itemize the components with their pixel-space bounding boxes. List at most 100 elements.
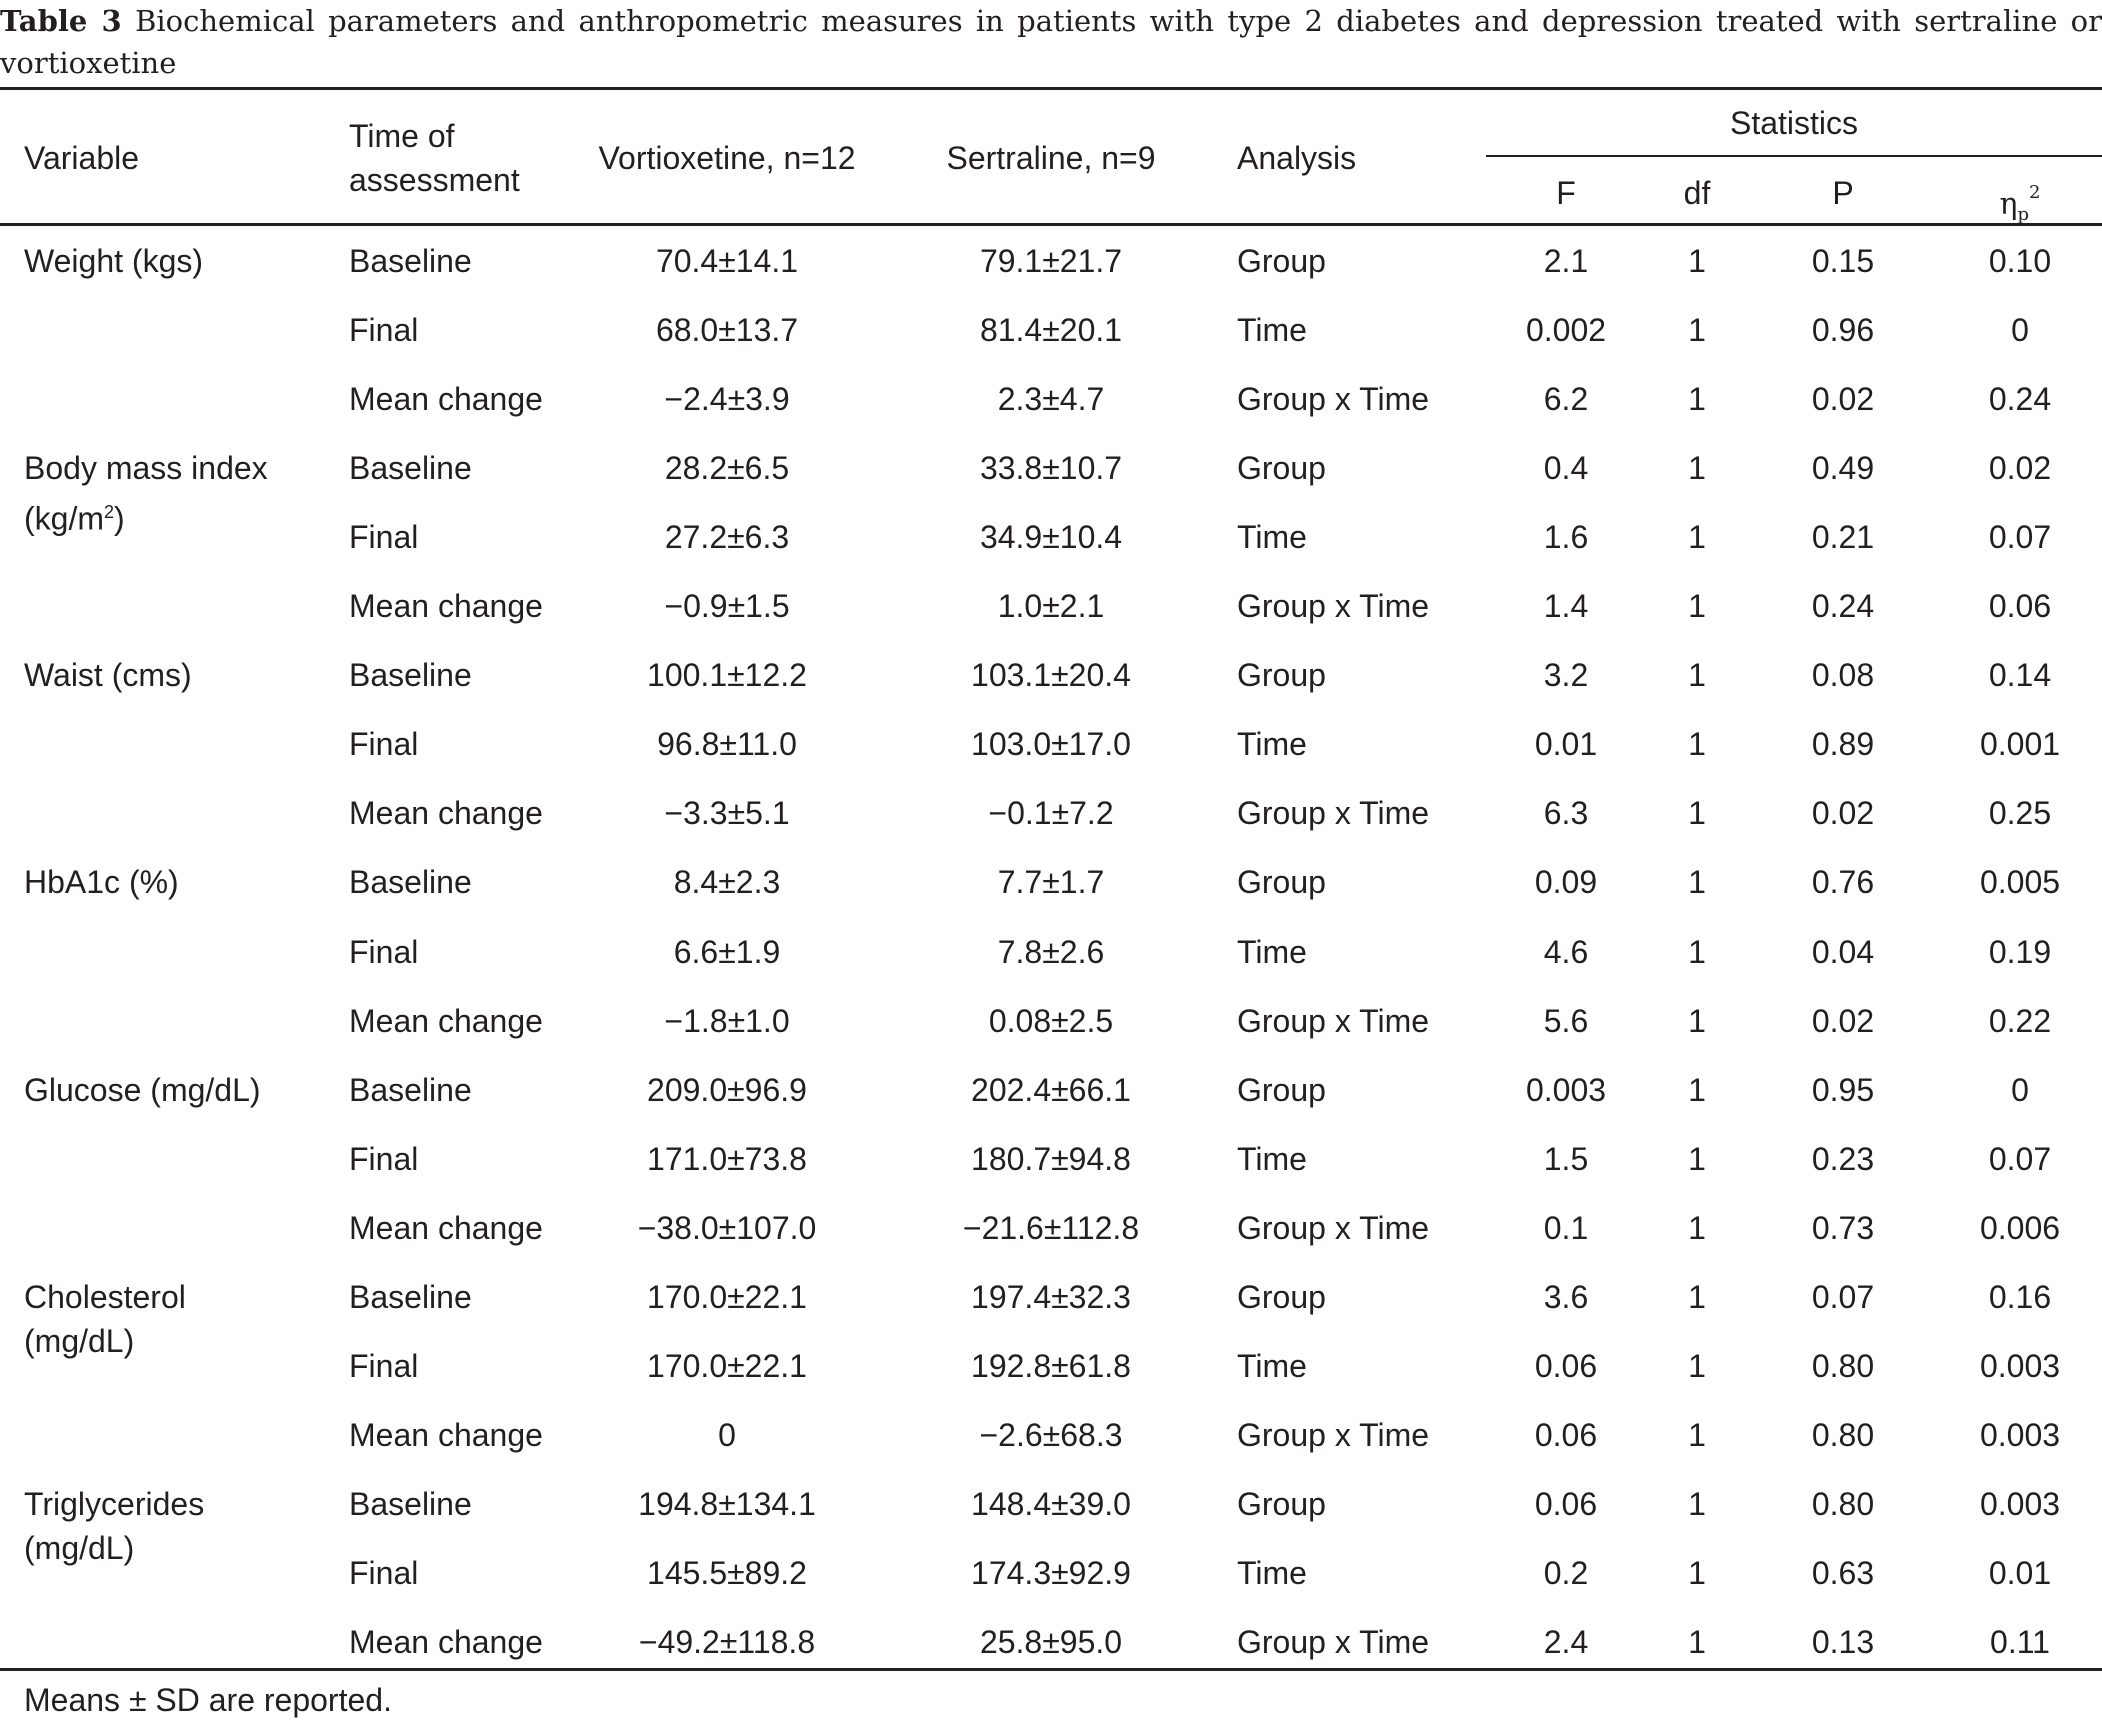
time-cell: Baseline [349,657,472,694]
analysis-cell: Group x Time [1237,795,1430,832]
df-cell: 1 [1688,1140,1706,1177]
f-cell: 0.2 [1543,1554,1589,1591]
analysis-cell: Group [1237,1071,1326,1108]
sertraline-cell: 25.8±95.0 [979,1624,1123,1660]
df-cell: 1 [1688,312,1706,349]
eta-cell: 0.006 [1979,1209,2061,1246]
p-cell: 0.08 [1811,657,1875,694]
unit-tail: ) [114,500,125,537]
sertraline-cell: 79.1±21.7 [979,243,1123,279]
variable-label: Triglycerides [24,1482,204,1526]
eta-cell: 0.25 [1988,795,2052,832]
time-cell: Mean change [349,381,543,418]
sertraline-cell: 33.8±10.7 [979,450,1123,487]
df-cell: 1 [1688,726,1706,763]
sertraline-cell: 2.3±4.7 [997,381,1105,418]
p-cell: 0.89 [1811,726,1875,763]
sertraline-cell: 148.4±39.0 [971,1485,1131,1522]
f-cell: 0.1 [1543,1209,1589,1246]
header-variable: Variable [24,140,140,176]
df-cell: 1 [1688,1624,1706,1660]
vortioxetine-cell: 100.1±12.2 [647,657,807,694]
p-cell: 0.02 [1811,1002,1875,1039]
time-cell: Final [349,1554,419,1591]
eta-cell: 0.001 [1979,726,2061,763]
sertraline-cell: 0.08±2.5 [988,1002,1114,1039]
p-cell: 0.96 [1811,312,1875,349]
variable-label: HbA1c (%) [24,860,179,904]
time-cell: Mean change [349,1002,543,1039]
vortioxetine-cell: 0 [718,1416,736,1453]
p-cell: 0.15 [1811,243,1875,279]
f-cell: 2.1 [1543,243,1589,279]
f-cell: 0.01 [1534,726,1598,763]
time-cell: Final [349,519,419,556]
df-cell: 1 [1688,1554,1706,1591]
f-cell: 0.06 [1534,1416,1598,1453]
eta-symbol: η [1999,187,2018,222]
sertraline-cell: 103.1±20.4 [971,657,1131,694]
sertraline-cell: −0.1±7.2 [988,795,1114,832]
sertraline-cell: 180.7±94.8 [971,1140,1131,1177]
sertraline-cell: 202.4±66.1 [971,1071,1131,1108]
f-cell: 0.003 [1525,1071,1607,1108]
f-cell: 0.09 [1534,864,1598,901]
analysis-cell: Group x Time [1237,1416,1430,1453]
header-analysis: Analysis [1237,140,1357,176]
table-caption: Table 3 Biochemical parameters and anthr… [0,0,2102,84]
variable-label: Body mass index [24,446,268,490]
header-partial-eta-squared: ηp2 [2000,171,2041,237]
time-cell: Mean change [349,1209,543,1246]
table-footnote: Means ± SD are reported. [24,1682,392,1718]
eta-superscript: 2 [2029,182,2041,203]
analysis-cell: Group [1237,450,1326,487]
analysis-cell: Time [1237,726,1307,763]
header-vortioxetine: Vortioxetine, n=12 [598,140,856,176]
eta-cell: 0.003 [1979,1347,2061,1384]
p-cell: 0.73 [1811,1209,1875,1246]
p-cell: 0.49 [1811,450,1875,487]
time-cell: Baseline [349,1485,472,1522]
vortioxetine-cell: −49.2±118.8 [638,1624,816,1660]
vortioxetine-cell: 68.0±13.7 [655,312,799,349]
f-cell: 1.5 [1543,1140,1589,1177]
time-cell: Baseline [349,243,472,279]
eta-cell: 0.24 [1988,381,2052,418]
f-cell: 0.06 [1534,1347,1598,1384]
p-cell: 0.23 [1811,1140,1875,1177]
f-cell: 0.002 [1525,312,1607,349]
analysis-cell: Group x Time [1237,1002,1430,1039]
vortioxetine-cell: 171.0±73.8 [647,1140,807,1177]
vortioxetine-cell: −2.4±3.9 [664,381,790,418]
variable-label-text: Weight (kgs) [24,243,204,279]
sertraline-cell: 81.4±20.1 [979,312,1123,349]
analysis-cell: Time [1237,1554,1307,1591]
f-cell: 5.6 [1543,1002,1589,1039]
df-cell: 1 [1688,1209,1706,1246]
time-cell: Baseline [349,450,472,487]
p-cell: 0.13 [1811,1624,1875,1660]
variable-label: (mg/dL) [24,1526,134,1570]
table-title: Biochemical parameters and anthropometri… [0,4,2102,80]
vortioxetine-cell: 27.2±6.3 [664,519,790,556]
variable-label-text: (mg/dL) [24,1529,135,1566]
variable-label-text: Cholesterol [24,1278,186,1315]
p-cell: 0.02 [1811,795,1875,832]
eta-cell: 0.06 [1988,588,2052,625]
vortioxetine-cell: 170.0±22.1 [647,1347,807,1384]
sertraline-cell: 103.0±17.0 [971,726,1131,763]
eta-cell: 0 [2011,312,2029,349]
eta-cell: 0.005 [1979,864,2061,901]
time-cell: Final [349,726,419,763]
df-cell: 1 [1688,864,1706,901]
eta-cell: 0.22 [1988,1002,2052,1039]
header-time-line1: Time of [349,118,455,154]
vortioxetine-cell: 194.8±134.1 [638,1485,816,1522]
analysis-cell: Group [1237,1485,1326,1522]
eta-cell: 0.19 [1988,933,2052,970]
vortioxetine-cell: 28.2±6.5 [664,450,790,487]
f-cell: 0.06 [1534,1485,1598,1522]
header-time-line2: assessment [349,162,520,198]
f-cell: 1.4 [1543,588,1589,625]
variable-label: Cholesterol [24,1275,186,1319]
